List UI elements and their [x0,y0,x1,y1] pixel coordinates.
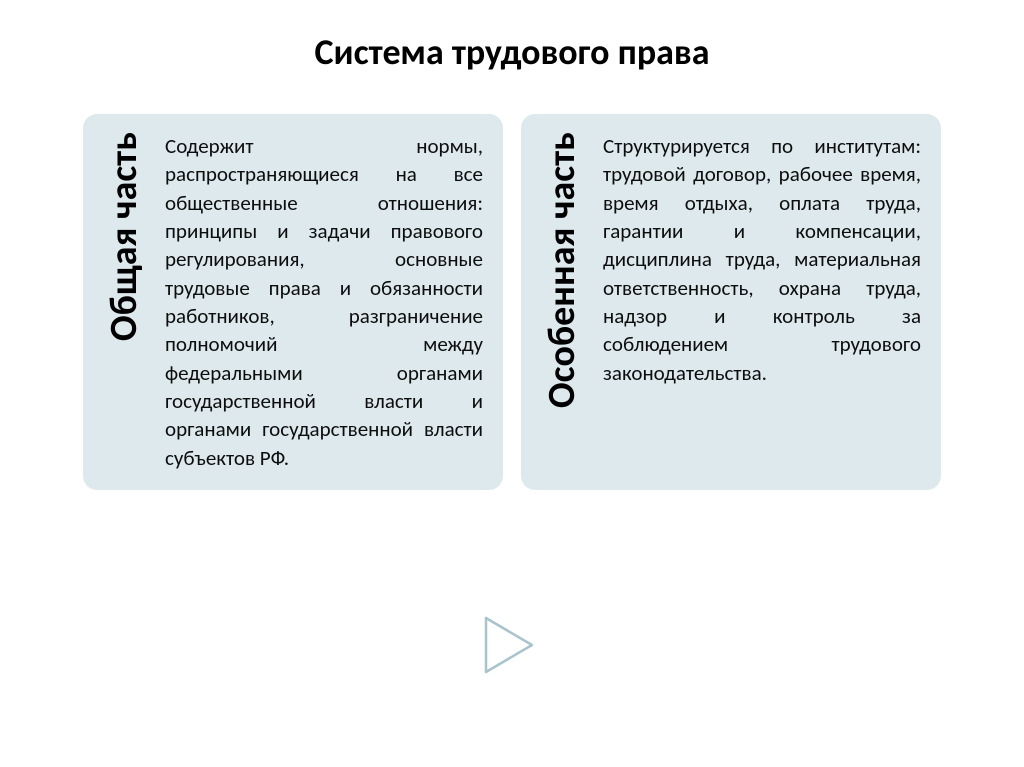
page-title: Система трудового права [0,0,1024,114]
cards-container: Общая часть Содержит нормы, распространя… [0,114,1024,490]
card-body: Структурируется по институтам: трудовой … [589,132,921,472]
card-label: Общая часть [97,132,151,472]
card-label: Особенная часть [535,132,589,472]
card-body: Содержит нормы, распространяющиеся на вс… [151,132,483,472]
card-special-part: Особенная часть Структурируется по инсти… [521,114,941,490]
card-general-part: Общая часть Содержит нормы, распространя… [83,114,503,490]
